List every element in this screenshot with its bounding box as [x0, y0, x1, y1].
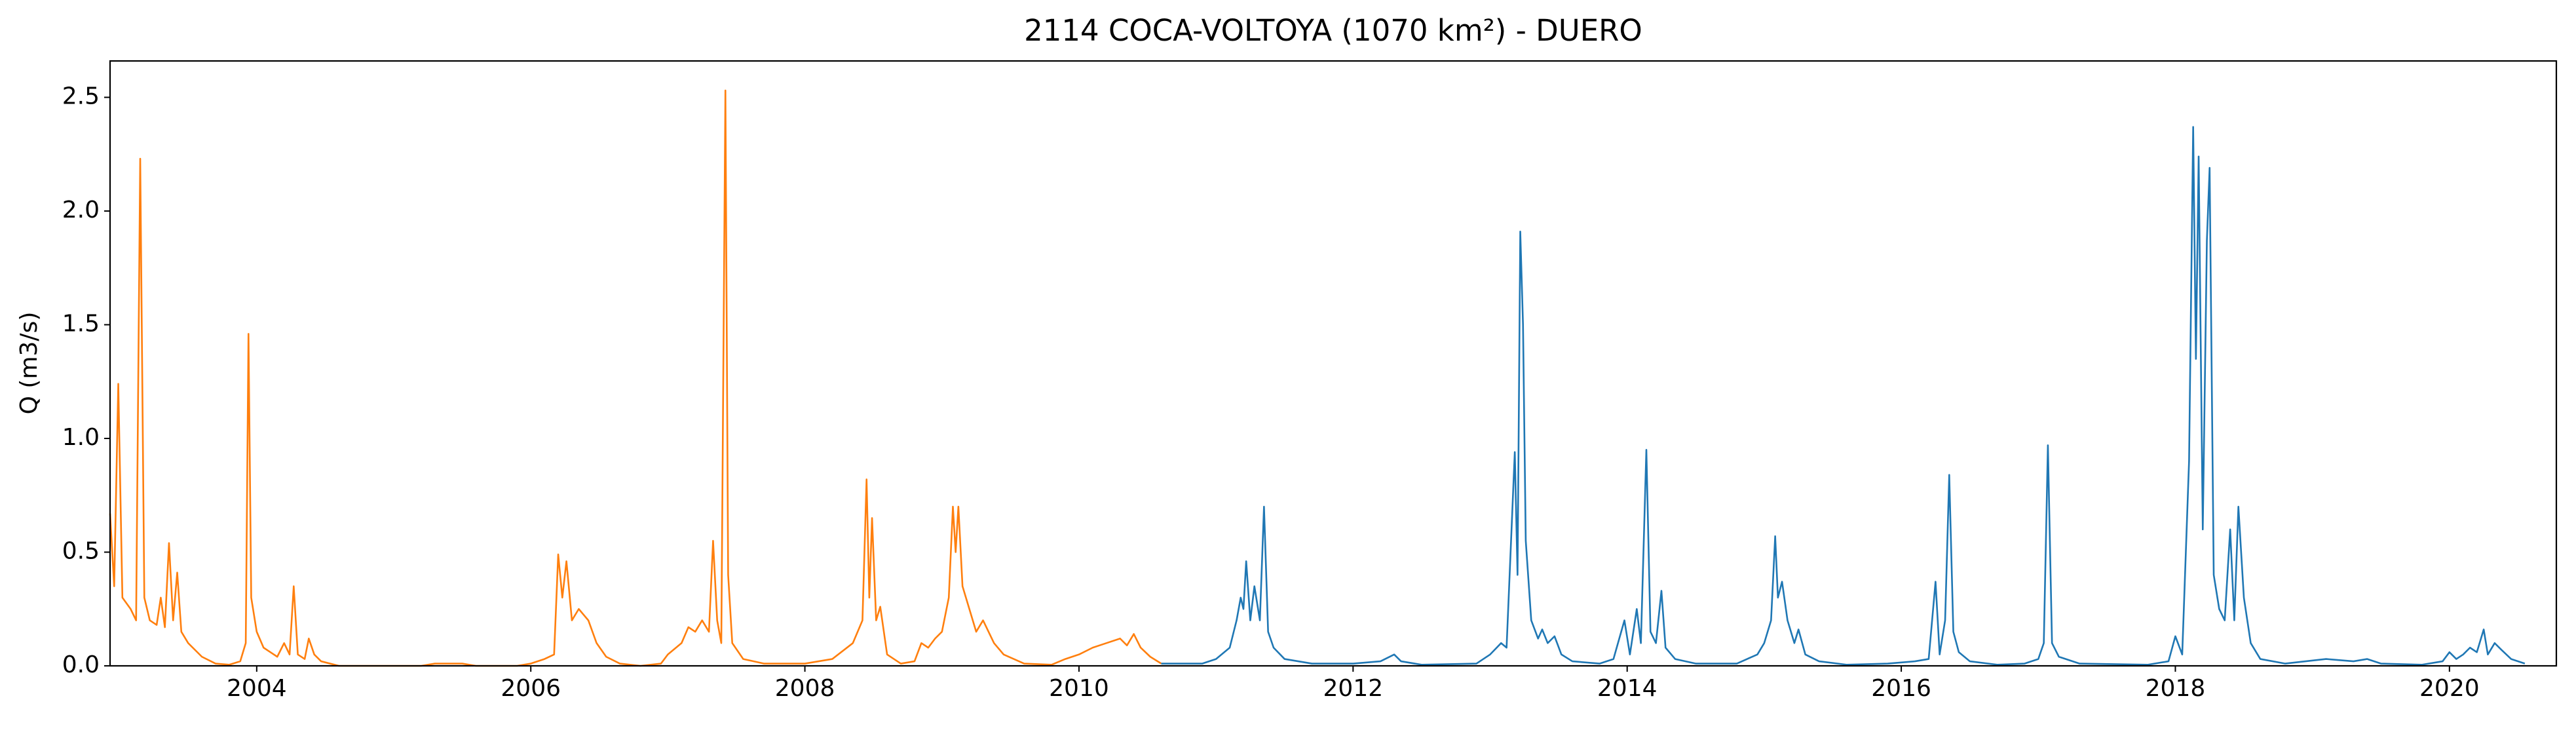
y-tick-label: 2.0 [62, 197, 100, 223]
y-axis-label: Q (m3/s) [16, 312, 43, 415]
series-line [1161, 126, 2526, 666]
plot-frame [109, 60, 2558, 667]
x-tick-label: 2016 [1871, 675, 1931, 702]
x-tick-label: 2018 [2146, 675, 2206, 702]
x-tick-label: 2010 [1049, 675, 1109, 702]
chart-title: 2114 COCA-VOLTOYA (1070 km²) - DUERO [1024, 13, 1642, 48]
y-tick-label: 1.0 [62, 424, 100, 451]
x-tick-label: 2014 [1597, 675, 1657, 702]
y-tick-label: 0.5 [62, 538, 100, 565]
series-line [109, 89, 1162, 667]
x-tick-label: 2006 [501, 675, 561, 702]
y-tick-label: 2.5 [62, 83, 100, 110]
y-tick-label: 1.5 [62, 311, 100, 338]
x-tick-label: 2008 [775, 675, 835, 702]
x-tick-label: 2012 [1323, 675, 1384, 702]
x-tick-label: 2004 [227, 675, 287, 702]
y-tick-label: 0.0 [62, 651, 100, 678]
x-tick-label: 2020 [2419, 675, 2480, 702]
